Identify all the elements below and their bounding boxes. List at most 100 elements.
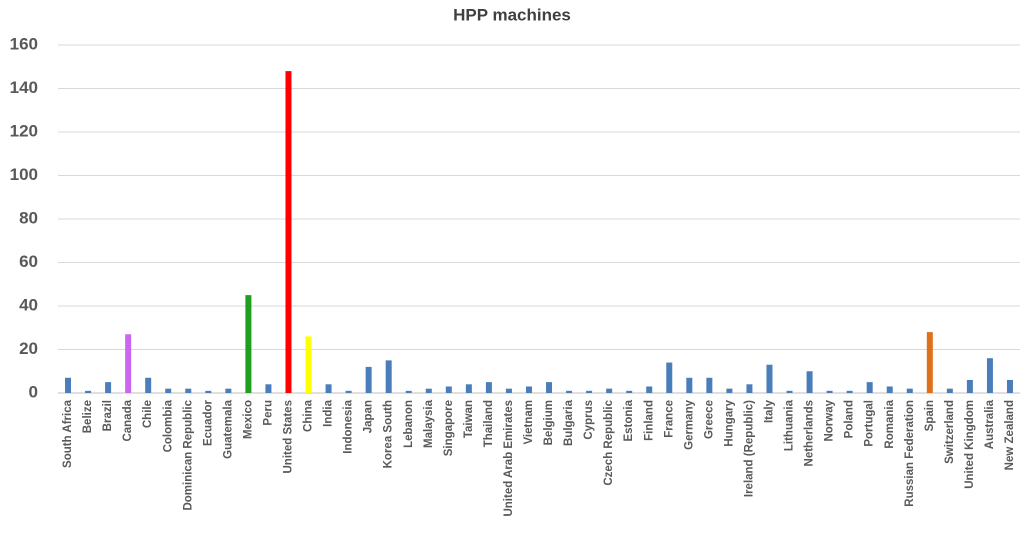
bar bbox=[285, 71, 292, 393]
bar bbox=[125, 334, 132, 393]
x-tick-label: Malaysia bbox=[423, 399, 435, 448]
x-tick-label: New Zealand bbox=[1004, 400, 1016, 470]
bar bbox=[766, 364, 773, 393]
x-tick-label: Korea South bbox=[383, 400, 395, 468]
y-tick-label: 120 bbox=[10, 121, 38, 140]
bar bbox=[445, 386, 452, 393]
y-tick-label: 80 bbox=[19, 208, 38, 227]
bar bbox=[245, 295, 252, 393]
bar bbox=[305, 336, 312, 393]
x-tick-label: France bbox=[663, 400, 675, 438]
x-tick-label: United States bbox=[283, 400, 295, 474]
bar bbox=[686, 377, 693, 393]
x-tick-label: Lithuania bbox=[784, 399, 796, 451]
x-tick-label: Mexico bbox=[242, 400, 254, 439]
y-tick-label: 40 bbox=[19, 295, 38, 314]
bar bbox=[325, 384, 332, 393]
bar bbox=[85, 390, 92, 393]
x-tick-label: Hungary bbox=[723, 399, 735, 446]
bar bbox=[425, 388, 432, 393]
bar bbox=[546, 382, 553, 393]
x-tick-label: Indonesia bbox=[343, 399, 355, 453]
x-tick-label: Switzerland bbox=[944, 400, 956, 464]
bar bbox=[646, 386, 653, 393]
x-tick-label: Thailand bbox=[483, 400, 495, 447]
bar bbox=[926, 332, 933, 393]
x-tick-label: Japan bbox=[363, 400, 375, 433]
x-tick-label: Vietnam bbox=[523, 400, 535, 445]
bar bbox=[65, 377, 72, 393]
bar bbox=[205, 390, 212, 393]
bar bbox=[566, 390, 573, 393]
y-tick-label: 140 bbox=[10, 78, 38, 97]
x-tick-label: Belgium bbox=[543, 400, 555, 445]
y-tick-label: 20 bbox=[19, 339, 38, 358]
bar bbox=[586, 390, 593, 393]
x-tick-label: Portugal bbox=[864, 400, 876, 447]
x-tick-label: Germany bbox=[683, 399, 695, 449]
x-tick-label: Lebanon bbox=[403, 400, 415, 448]
bar bbox=[485, 382, 492, 393]
bar bbox=[726, 388, 733, 393]
x-tick-label: Canada bbox=[122, 399, 134, 441]
x-tick-label: United Arab Emirates bbox=[503, 400, 515, 517]
x-tick-label: Norway bbox=[824, 399, 836, 441]
bar bbox=[105, 382, 112, 393]
bar bbox=[666, 362, 673, 393]
x-tick-label: Spain bbox=[924, 400, 936, 431]
bar bbox=[606, 388, 613, 393]
x-tick-label: Ireland (Republic) bbox=[743, 400, 755, 497]
x-tick-label: Netherlands bbox=[804, 400, 816, 466]
x-tick-label: Poland bbox=[844, 400, 856, 438]
bar bbox=[405, 390, 412, 393]
bar bbox=[265, 384, 272, 393]
x-tick-label: Singapore bbox=[443, 400, 455, 456]
bar bbox=[1006, 379, 1013, 393]
x-tick-label: Romania bbox=[884, 399, 896, 448]
bar bbox=[365, 366, 372, 393]
x-tick-label: Peru bbox=[262, 400, 274, 426]
x-tick-label: Ecuador bbox=[202, 399, 214, 446]
x-tick-label: Finland bbox=[643, 400, 655, 441]
x-tick-label: China bbox=[303, 399, 315, 432]
bar bbox=[846, 390, 853, 393]
x-tick-label: Guatemala bbox=[222, 399, 234, 458]
x-tick-label: Greece bbox=[703, 400, 715, 439]
bar bbox=[786, 390, 793, 393]
x-tick-label: India bbox=[323, 399, 335, 426]
chart-title: HPP machines bbox=[453, 5, 571, 24]
y-tick-label: 60 bbox=[19, 252, 38, 271]
bar bbox=[906, 388, 913, 393]
bar bbox=[826, 390, 833, 393]
x-tick-label: Russian Federation bbox=[904, 400, 916, 507]
x-tick-label: South Africa bbox=[62, 399, 74, 468]
x-tick-label: Bulgaria bbox=[563, 399, 575, 446]
bar bbox=[465, 384, 472, 393]
x-tick-label: Estonia bbox=[623, 399, 635, 441]
x-tick-label: Czech Republic bbox=[603, 399, 615, 485]
bar bbox=[385, 360, 392, 393]
bar bbox=[505, 388, 512, 393]
x-tick-label: Cyprus bbox=[583, 400, 595, 440]
bar bbox=[345, 390, 352, 393]
y-tick-label: 160 bbox=[10, 34, 38, 53]
x-tick-label: Australia bbox=[984, 399, 996, 449]
x-tick-label: Belize bbox=[82, 400, 94, 433]
x-tick-label: United Kingdom bbox=[964, 400, 976, 489]
x-tick-label: Chile bbox=[142, 400, 154, 428]
bar bbox=[966, 379, 973, 393]
bar bbox=[946, 388, 953, 393]
bar bbox=[626, 390, 633, 393]
y-tick-label: 0 bbox=[29, 382, 38, 401]
x-tick-label: Taiwan bbox=[463, 400, 475, 438]
bar bbox=[225, 388, 232, 393]
y-tick-label: 100 bbox=[10, 165, 38, 184]
x-tick-label: Colombia bbox=[162, 399, 174, 452]
bar bbox=[886, 386, 893, 393]
bar bbox=[706, 377, 713, 393]
bar bbox=[145, 377, 152, 393]
bar bbox=[746, 384, 753, 393]
bar bbox=[165, 388, 172, 393]
bar bbox=[866, 382, 873, 393]
